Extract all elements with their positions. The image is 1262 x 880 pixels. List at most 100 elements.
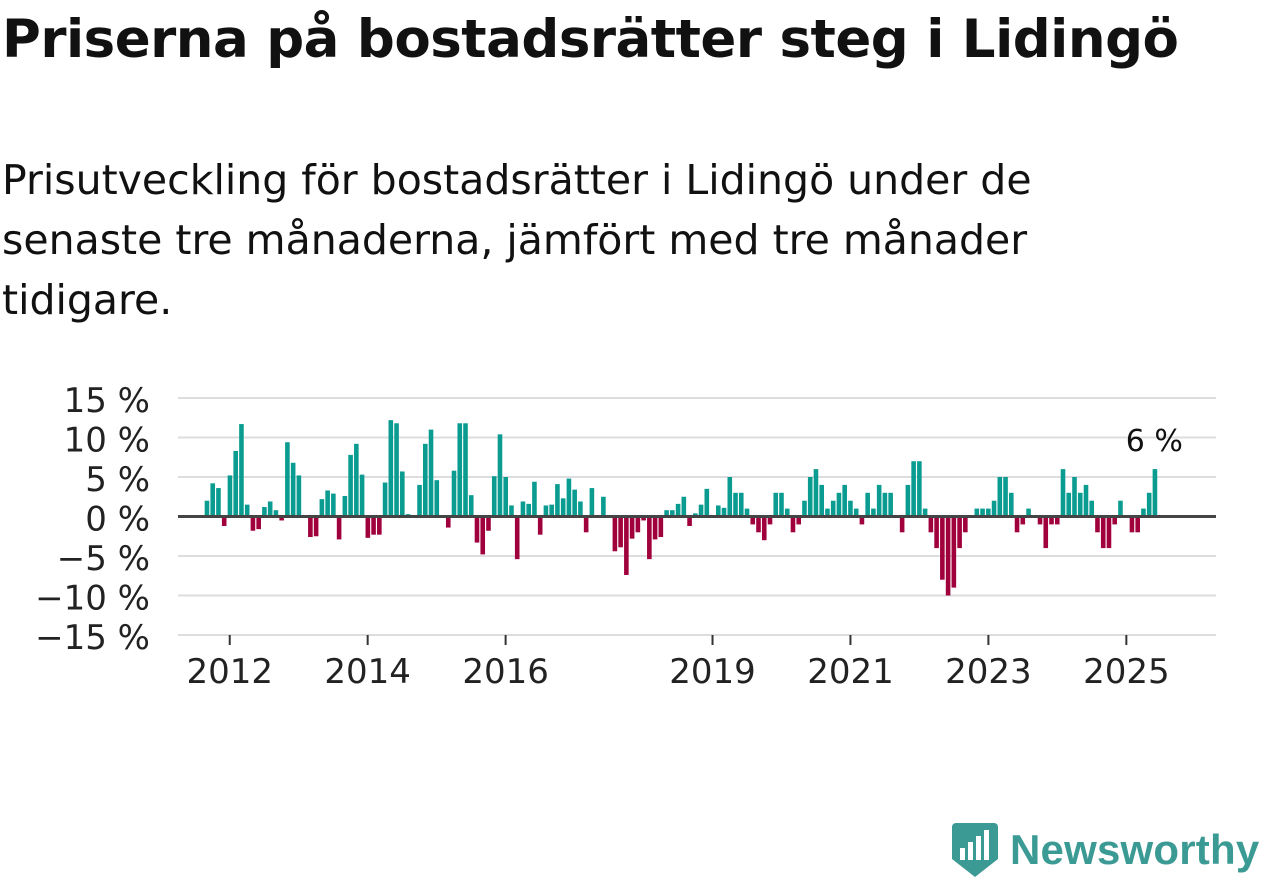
bar — [974, 508, 980, 517]
bar-chart: 15 %10 %5 %0 %−5 %−10 %−15 % 2012 2014 2016… — [35, 381, 1216, 692]
bar — [497, 434, 503, 517]
bar — [377, 516, 382, 535]
bar — [1152, 469, 1158, 517]
bar — [721, 507, 727, 517]
chart-title: Priserna på bostadsrätter steg i Lidingö — [2, 9, 1179, 70]
y-tick-label: 0 % — [85, 500, 150, 540]
bar — [463, 423, 468, 517]
bar — [279, 516, 284, 521]
bar — [963, 516, 968, 533]
bar — [210, 483, 216, 517]
bar — [727, 477, 733, 517]
bar — [957, 516, 962, 549]
bar — [555, 484, 560, 517]
bar — [681, 496, 687, 517]
bar — [233, 450, 238, 517]
bar — [779, 492, 784, 517]
newsworthy-logo-icon — [952, 823, 998, 877]
bar — [1003, 477, 1008, 517]
bar — [997, 477, 1003, 517]
bar — [888, 492, 893, 517]
bar — [658, 516, 664, 538]
bar — [1129, 516, 1135, 533]
bar — [474, 516, 480, 543]
bar — [342, 495, 348, 517]
bar — [1072, 477, 1077, 517]
bar — [1083, 484, 1089, 517]
bar — [250, 516, 256, 531]
bar — [865, 492, 870, 517]
bar — [285, 442, 290, 517]
bar — [428, 429, 434, 517]
bar — [715, 505, 721, 517]
bar — [802, 500, 807, 517]
bar — [928, 516, 934, 533]
bar — [1043, 516, 1049, 549]
bar — [486, 516, 491, 531]
bar — [400, 471, 405, 517]
bar — [308, 516, 313, 538]
bar — [1049, 516, 1054, 525]
bar — [543, 505, 549, 517]
bar — [572, 489, 577, 517]
bar — [359, 474, 365, 517]
y-tick-label: −5 % — [57, 539, 150, 579]
bar — [244, 504, 250, 517]
bar — [790, 516, 796, 533]
bar — [451, 470, 457, 517]
bar — [514, 516, 520, 560]
bar — [922, 508, 928, 517]
bar — [394, 423, 399, 517]
x-tick-label: 2021 — [807, 652, 894, 692]
bar — [227, 475, 233, 517]
bar — [1060, 469, 1066, 517]
bar — [468, 495, 474, 517]
bar — [365, 516, 371, 538]
bar — [313, 516, 319, 537]
bar — [1112, 516, 1118, 525]
bar — [296, 475, 302, 517]
bar — [491, 476, 497, 517]
bar — [848, 500, 853, 517]
bar — [784, 508, 790, 517]
bar — [945, 516, 951, 596]
bar — [842, 484, 847, 517]
bar — [1020, 516, 1026, 525]
bar — [796, 516, 802, 525]
bar — [354, 443, 359, 517]
y-tick-label: 15 % — [64, 381, 150, 421]
bar — [348, 454, 353, 517]
bar — [1095, 516, 1100, 533]
bar — [601, 496, 606, 517]
bar — [256, 516, 261, 530]
bar — [1106, 516, 1112, 549]
bar — [670, 510, 675, 517]
bar — [583, 516, 589, 533]
bar — [750, 516, 756, 525]
bar — [388, 420, 394, 517]
bar — [664, 510, 669, 517]
bar — [1146, 492, 1152, 517]
bar — [836, 492, 842, 517]
bar — [325, 490, 330, 517]
bar — [1089, 500, 1095, 517]
bar — [1054, 516, 1060, 525]
bar — [744, 508, 750, 517]
bar — [532, 481, 537, 517]
bar — [267, 501, 273, 517]
bar — [704, 488, 710, 517]
bar — [899, 516, 905, 533]
bar — [336, 516, 342, 540]
bar — [767, 516, 773, 525]
bar — [859, 516, 865, 525]
bar — [761, 516, 767, 541]
bar — [986, 508, 991, 517]
bar — [647, 516, 652, 560]
bar — [417, 484, 422, 517]
bar — [951, 516, 957, 588]
bar — [216, 488, 221, 517]
bar — [687, 516, 692, 526]
bar — [1118, 500, 1123, 517]
bar — [1026, 508, 1031, 517]
bar — [1066, 492, 1072, 517]
